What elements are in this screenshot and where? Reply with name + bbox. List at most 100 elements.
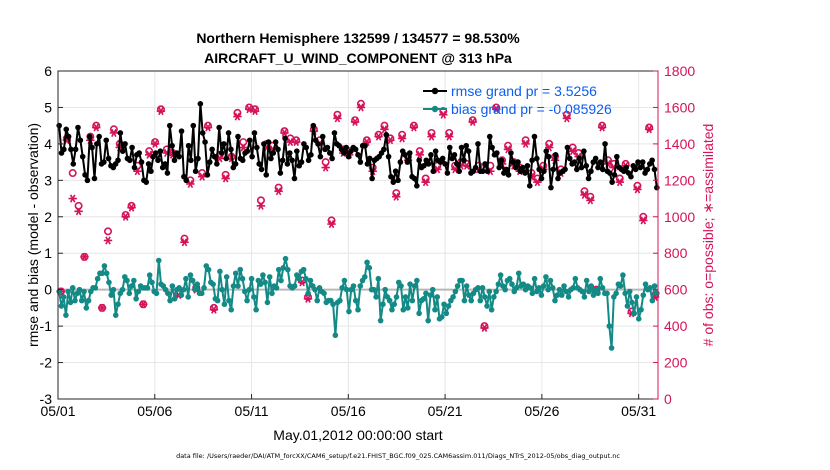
bias-point: [65, 288, 71, 295]
obs-assimilated-marker: [568, 147, 577, 156]
bias-point: [552, 297, 558, 304]
rmse-point: [209, 146, 215, 153]
rmse-point: [291, 175, 298, 182]
bias-point: [382, 286, 388, 293]
bias-point: [452, 288, 459, 295]
obs-assimilated-marker: [644, 125, 654, 134]
bias-point: [176, 285, 182, 291]
bias-point: [178, 292, 185, 298]
rmse-point: [282, 135, 288, 142]
rmse-point: [536, 166, 542, 173]
bias-point: [85, 297, 92, 304]
rmse-point: [524, 162, 531, 169]
asterisk-stroke: [111, 128, 117, 137]
bias-point: [565, 294, 572, 300]
bias-point: [303, 275, 309, 282]
asterisk-stroke: [375, 132, 382, 141]
bias-point: [484, 303, 490, 309]
bias-point: [425, 317, 431, 324]
obs-assimilated-marker: [562, 114, 572, 123]
bias-point: [248, 275, 255, 282]
bias-point: [99, 270, 105, 277]
rmse-point: [472, 164, 479, 171]
legend-bias-label: bias grand pr = -0.085926: [451, 101, 612, 117]
rmse-point: [331, 130, 338, 136]
data-file-footnote: data file: /Users/raeder/DAI/ATM_forcXX/…: [176, 452, 620, 460]
bias-point: [622, 290, 628, 297]
rmse-point: [308, 152, 314, 158]
bias-point: [108, 292, 115, 298]
bias-point: [266, 274, 273, 280]
asterisk-stroke: [358, 103, 364, 112]
bias-point: [497, 272, 504, 278]
rmse-point: [545, 153, 552, 160]
rmse-point: [61, 146, 67, 153]
chart-subtitle: AIRCRAFT_U_WIND_COMPONENT @ 313 hPa: [204, 50, 512, 66]
rmse-point: [484, 168, 491, 175]
asterisk-stroke: [411, 123, 417, 132]
bias-point: [389, 306, 395, 313]
bias-point: [219, 286, 225, 293]
bias-point: [400, 306, 407, 313]
rmse-point: [126, 157, 133, 164]
bias-point: [228, 306, 235, 313]
bias-point: [92, 285, 99, 291]
bias-point: [192, 286, 198, 293]
bias-point: [488, 306, 495, 313]
rmse-point: [397, 159, 404, 165]
rmse-point: [510, 159, 517, 165]
bias-point: [633, 294, 640, 300]
obs-assimilated-marker: [127, 203, 136, 212]
bias-point: [63, 312, 69, 318]
rmse-point: [479, 168, 486, 175]
bias-point: [547, 277, 554, 284]
bias-point: [493, 288, 499, 295]
rmse-point: [526, 183, 533, 189]
rmse-point: [294, 148, 300, 154]
rmse-point: [145, 161, 152, 167]
obs-assimilated-marker: [492, 105, 501, 114]
rmse-point: [275, 146, 281, 153]
asterisk-stroke: [646, 125, 652, 134]
rmse-point: [143, 179, 150, 185]
obs-possible-marker: [104, 227, 113, 236]
asterisk-stroke: [81, 252, 88, 261]
bias-point: [235, 283, 241, 289]
bias-point: [305, 290, 311, 297]
rmse-point: [148, 168, 154, 175]
bias-point: [459, 277, 465, 284]
bias-point: [198, 290, 205, 297]
rmse-point: [91, 175, 98, 182]
bias-point: [237, 266, 244, 273]
obs-assimilated-marker: [80, 252, 89, 261]
bias-point: [128, 283, 135, 289]
obs-assimilated-marker: [239, 143, 248, 152]
obs-assimilated-marker: [186, 179, 195, 189]
rmse-point: [171, 157, 178, 164]
y-tick-label-left: -3: [40, 391, 53, 407]
y-tick-label-left: 4: [44, 136, 52, 152]
bias-point: [377, 317, 384, 324]
bias-point: [620, 272, 626, 278]
obs-assimilated-marker: [68, 194, 77, 203]
rmse-point: [169, 142, 175, 149]
bias-point: [78, 297, 85, 304]
rmse-point: [152, 150, 159, 156]
bias-point: [357, 283, 364, 289]
rmse-point: [508, 150, 514, 156]
asterisk-stroke: [469, 117, 476, 127]
bias-point: [393, 294, 400, 300]
rmse-point: [218, 150, 225, 156]
obs-assimilated-marker: [327, 220, 336, 229]
obs-assimilated-marker: [97, 303, 107, 312]
rmse-point: [63, 126, 70, 133]
bias-point: [438, 314, 445, 320]
rmse-point: [246, 137, 253, 144]
rmse-point: [578, 164, 585, 171]
rmse-point: [432, 148, 439, 154]
bias-point: [629, 299, 635, 306]
obs-assimilated-marker: [209, 305, 219, 314]
asterisk-stroke: [216, 154, 223, 163]
bias-point: [217, 268, 223, 275]
obs-assimilated-marker: [92, 123, 101, 132]
